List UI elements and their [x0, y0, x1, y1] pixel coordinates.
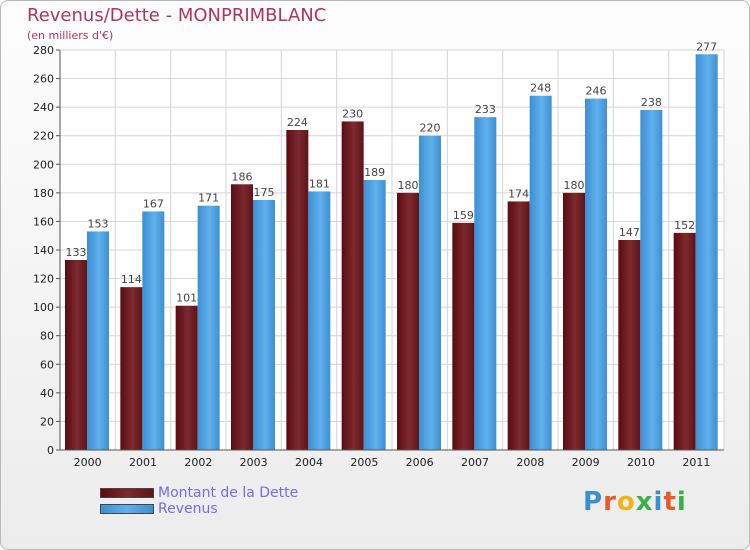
bar-dette-2003 — [231, 184, 253, 451]
legend-label-dette: Montant de la Dette — [158, 485, 299, 501]
legend-swatch-dette — [100, 488, 154, 498]
bar-dette-2007 — [452, 222, 475, 450]
y-tick-label: 260 — [33, 73, 54, 86]
value-label-dette-2010: 147 — [619, 226, 640, 239]
bar-revenus-2011 — [695, 54, 718, 451]
bar-revenus-2004 — [308, 191, 331, 450]
value-label-dette-2003: 186 — [232, 170, 253, 183]
value-label-revenus-2000: 153 — [88, 217, 109, 230]
bars — [65, 54, 718, 451]
bar-dette-2001 — [120, 287, 143, 450]
logo-letter: x — [635, 487, 654, 517]
value-label-revenus-2005: 189 — [364, 166, 385, 179]
chart-title: Revenus/Dette - MONPRIMBLANC — [27, 5, 327, 26]
bar-dette-2008 — [507, 201, 530, 450]
bar-revenus-2008 — [529, 95, 552, 450]
value-label-dette-2008: 174 — [508, 187, 529, 200]
value-label-dette-2007: 159 — [453, 209, 474, 222]
bar-revenus-2001 — [142, 211, 165, 450]
x-tick-label: 2008 — [516, 456, 544, 469]
axes — [56, 49, 724, 451]
proxiti-logo: Proxiti — [583, 487, 687, 517]
logo-letter: i — [653, 487, 664, 517]
legend-swatch-revenus — [100, 504, 154, 514]
y-tick-label: 100 — [33, 301, 54, 314]
grid — [59, 49, 725, 451]
value-label-revenus-2004: 181 — [309, 177, 330, 190]
logo-letter: o — [616, 487, 636, 517]
bar-dette-2011 — [673, 232, 696, 450]
y-tick-label: 240 — [33, 101, 54, 114]
value-label-revenus-2009: 246 — [586, 85, 607, 98]
value-label-revenus-2008: 248 — [530, 82, 551, 95]
y-tick-label: 20 — [40, 415, 54, 428]
value-label-revenus-2006: 220 — [420, 122, 441, 135]
value-label-revenus-2002: 171 — [198, 192, 219, 205]
logo-letter: r — [603, 487, 617, 517]
x-tick-label: 2002 — [184, 456, 212, 469]
x-tick-label: 2001 — [129, 456, 157, 469]
bar-dette-2005 — [341, 121, 364, 450]
value-label-dette-2006: 180 — [398, 179, 419, 192]
value-label-dette-2009: 180 — [564, 179, 585, 192]
bar-dette-2002 — [175, 305, 198, 450]
x-tick-label: 2003 — [240, 456, 268, 469]
legend-item-dette: Montant de la Dette — [100, 485, 298, 501]
x-tick-label: 2010 — [627, 456, 655, 469]
bar-revenus-2005 — [363, 180, 386, 450]
y-tick-label: 40 — [40, 387, 54, 400]
bar-revenus-2009 — [585, 98, 607, 451]
value-label-dette-2002: 101 — [176, 292, 197, 305]
y-tick-label: 60 — [40, 358, 54, 371]
y-tick-label: 120 — [33, 273, 54, 286]
value-label-revenus-2001: 167 — [143, 197, 164, 210]
x-tick-label: 2004 — [295, 456, 323, 469]
bar-dette-2006 — [397, 192, 419, 450]
bar-dette-2000 — [65, 260, 87, 450]
bar-dette-2004 — [286, 130, 309, 450]
bar-dette-2010 — [618, 240, 641, 450]
value-label-dette-2005: 230 — [342, 107, 363, 120]
bar-dette-2009 — [563, 192, 585, 450]
value-label-dette-2004: 224 — [287, 116, 308, 129]
x-tick-label: 2011 — [682, 456, 710, 469]
legend-item-revenus: Revenus — [100, 501, 298, 517]
bar-revenus-2010 — [640, 110, 663, 450]
logo-letter: i — [676, 487, 687, 517]
bar-revenus-2007 — [474, 117, 497, 451]
y-tick-label: 0 — [47, 444, 54, 457]
bar-revenus-2003 — [253, 200, 275, 450]
x-tick-label: 2000 — [74, 456, 102, 469]
bar-revenus-2006 — [419, 135, 441, 450]
y-tick-label: 160 — [33, 215, 54, 228]
value-label-dette-2011: 152 — [674, 219, 695, 232]
value-label-dette-2000: 133 — [66, 246, 87, 259]
bar-revenus-2000 — [87, 231, 109, 450]
value-label-revenus-2007: 233 — [475, 103, 496, 116]
y-tick-label: 280 — [33, 44, 54, 57]
logo-letter: P — [583, 487, 604, 517]
x-tick-label: 2005 — [350, 456, 378, 469]
value-label-revenus-2003: 175 — [254, 186, 275, 199]
value-label-revenus-2011: 277 — [696, 40, 717, 53]
y-tick-label: 220 — [33, 130, 54, 143]
y-tick-label: 180 — [33, 187, 54, 200]
x-tick-label: 2007 — [461, 456, 489, 469]
legend-label-revenus: Revenus — [158, 501, 218, 517]
legend: Montant de la Dette Revenus — [100, 485, 298, 517]
value-label-revenus-2010: 238 — [641, 96, 662, 109]
labels: 0 20 40 60 80 100 120 140 160 180 200 220 240 260 280 1… — [33, 40, 717, 469]
logo-letter: t — [663, 487, 677, 517]
y-tick-label: 140 — [33, 244, 54, 257]
value-label-dette-2001: 114 — [121, 273, 142, 286]
y-tick-label: 80 — [40, 330, 54, 343]
x-tick-label: 2009 — [572, 456, 600, 469]
chart-subtitle: (en milliers d'€) — [27, 29, 114, 42]
y-tick-label: 200 — [33, 158, 54, 171]
bar-revenus-2002 — [197, 205, 220, 450]
x-tick-label: 2006 — [406, 456, 434, 469]
